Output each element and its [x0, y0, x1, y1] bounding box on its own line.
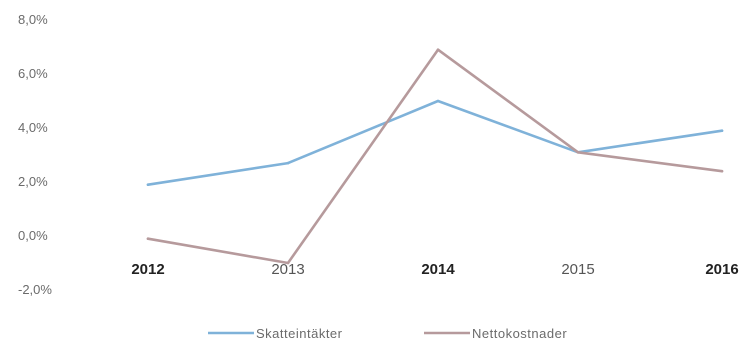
- data-point: [720, 169, 724, 173]
- legend: Skatteintäkter Nettokostnader: [208, 326, 567, 341]
- data-point: [146, 183, 150, 186]
- series-line-1: [146, 99, 724, 186]
- y-tick-label: -2,0%: [18, 282, 52, 297]
- x-tick-label: 2014: [421, 261, 455, 278]
- data-point: [286, 261, 290, 265]
- data-point: [576, 151, 580, 154]
- x-tick-label: 2015: [561, 261, 594, 278]
- data-point: [436, 99, 440, 103]
- x-axis: 2012 2013 2014 2015 2016: [131, 261, 738, 278]
- data-point: [436, 48, 440, 51]
- y-tick-label: 6,0%: [18, 66, 48, 81]
- x-tick-label: 2013: [271, 261, 304, 278]
- data-point: [720, 129, 724, 132]
- y-tick-label: 0,0%: [18, 228, 48, 243]
- y-tick-label: 8,0%: [18, 12, 48, 27]
- y-tick-label: 4,0%: [18, 120, 48, 135]
- data-point: [146, 237, 150, 240]
- series-line-2: [146, 48, 724, 265]
- x-tick-label: 2012: [131, 261, 164, 278]
- y-tick-label: 2,0%: [18, 174, 48, 189]
- legend-label: Skatteintäkter: [256, 326, 343, 341]
- y-axis: 8,0% 6,0% 4,0% 2,0% 0,0% -2,0%: [18, 12, 52, 297]
- legend-label: Nettokostnader: [472, 326, 567, 341]
- x-tick-label: 2016: [705, 261, 738, 278]
- data-point: [286, 161, 290, 165]
- series-layer: [146, 48, 724, 265]
